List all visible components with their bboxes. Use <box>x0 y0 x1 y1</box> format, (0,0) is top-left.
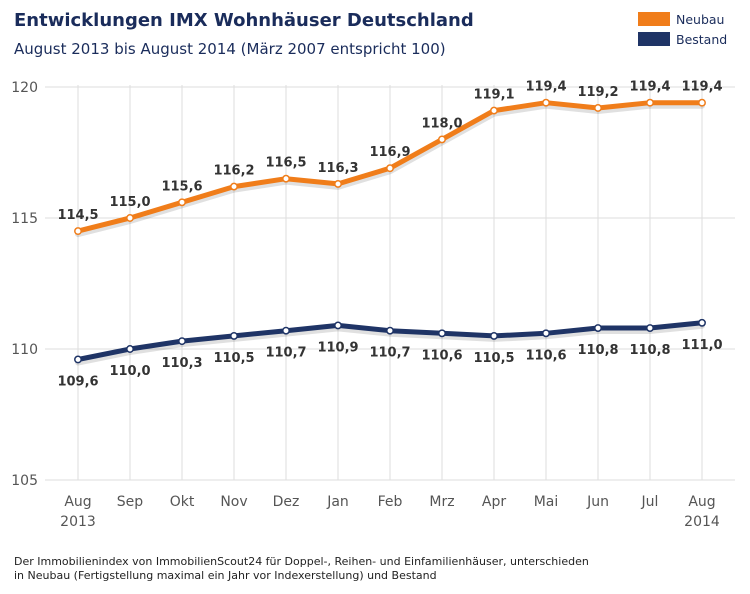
data-label-neubau: 116,3 <box>317 161 358 176</box>
data-label-bestand: 109,6 <box>57 374 98 389</box>
data-point-bestand <box>594 324 602 332</box>
x-year-label-last: 2014 <box>684 514 720 530</box>
x-tick-label: Aug <box>64 494 91 510</box>
legend-label-bestand: Bestand <box>676 31 728 47</box>
data-point-bestand <box>646 324 654 332</box>
data-point-neubau <box>490 106 498 115</box>
data-point-bestand <box>698 318 706 327</box>
data-label-neubau: 119,4 <box>629 80 670 95</box>
legend-swatch-bestand <box>638 32 670 46</box>
data-label-neubau: 116,5 <box>265 156 306 171</box>
data-label-neubau: 116,2 <box>213 164 254 179</box>
footnote-line-1: Der Immobilienindex von ImmobilienScout2… <box>14 555 589 568</box>
data-point-bestand <box>74 355 82 364</box>
x-tick-label: Mrz <box>429 494 454 510</box>
data-point-neubau <box>542 98 550 107</box>
data-point-neubau <box>594 104 602 112</box>
data-label-bestand: 110,9 <box>317 340 358 355</box>
y-tick-label: 120 <box>11 80 38 96</box>
data-point-neubau <box>178 198 186 207</box>
data-label-neubau: 116,9 <box>369 145 410 160</box>
footnote: Der Immobilienindex von ImmobilienScout2… <box>14 555 734 583</box>
chart-legend: Neubau Bestand <box>638 10 743 50</box>
data-point-neubau <box>698 98 706 107</box>
data-label-neubau: 114,5 <box>57 208 98 223</box>
legend-item-neubau: Neubau <box>638 10 743 28</box>
legend-item-bestand: Bestand <box>638 30 743 48</box>
data-label-bestand: 110,0 <box>109 364 150 379</box>
data-point-neubau <box>334 179 342 188</box>
data-label-neubau: 118,0 <box>421 116 462 131</box>
y-tick-label: 110 <box>11 342 38 358</box>
x-tick-label: Sep <box>117 494 144 510</box>
y-tick-label: 105 <box>11 473 38 489</box>
data-label-bestand: 110,5 <box>213 351 254 366</box>
chart-subtitle: August 2013 bis August 2014 (März 2007 e… <box>14 40 446 58</box>
data-label-neubau: 119,1 <box>473 88 514 103</box>
footnote-line-2: in Neubau (Fertigstellung maximal ein Ja… <box>14 569 437 582</box>
x-tick-label: Okt <box>170 494 195 510</box>
x-tick-label: Jul <box>641 494 659 510</box>
data-label-bestand: 110,5 <box>473 351 514 366</box>
data-point-bestand <box>438 329 446 338</box>
x-tick-label: Jun <box>586 494 609 510</box>
x-tick-label: Mai <box>534 494 559 510</box>
data-label-bestand: 110,6 <box>421 348 462 363</box>
data-point-neubau <box>386 164 394 173</box>
data-point-bestand <box>282 326 290 335</box>
data-label-neubau: 119,4 <box>525 80 566 95</box>
data-point-bestand <box>178 337 186 346</box>
data-point-neubau <box>74 227 82 236</box>
x-tick-label: Nov <box>220 494 247 510</box>
data-point-neubau <box>230 182 238 191</box>
y-tick-label: 115 <box>11 211 38 227</box>
x-tick-label: Jan <box>326 494 349 510</box>
data-label-neubau: 119,2 <box>577 85 618 100</box>
data-label-bestand: 110,7 <box>369 346 410 361</box>
data-point-bestand <box>542 329 550 338</box>
data-label-bestand: 110,8 <box>577 343 618 358</box>
data-label-bestand: 111,0 <box>681 338 722 353</box>
data-label-bestand: 110,6 <box>525 348 566 363</box>
data-point-bestand <box>334 321 342 330</box>
data-label-bestand: 110,7 <box>265 346 306 361</box>
data-label-neubau: 119,4 <box>681 80 722 95</box>
data-label-bestand: 110,3 <box>161 356 202 371</box>
legend-label-neubau: Neubau <box>676 11 725 27</box>
x-year-label-first: 2013 <box>60 514 96 530</box>
data-point-neubau <box>438 135 446 144</box>
x-tick-label: Feb <box>378 494 403 510</box>
data-label-neubau: 115,6 <box>161 179 202 194</box>
data-point-bestand <box>386 326 394 335</box>
x-tick-label: Dez <box>273 494 300 510</box>
data-point-bestand <box>126 345 134 353</box>
x-tick-label: Apr <box>482 494 506 510</box>
data-point-neubau <box>126 214 134 222</box>
data-label-neubau: 115,0 <box>109 195 150 210</box>
data-point-neubau <box>282 174 290 183</box>
legend-swatch-neubau <box>638 12 670 26</box>
data-point-bestand <box>490 331 498 340</box>
data-label-bestand: 110,8 <box>629 343 670 358</box>
data-point-neubau <box>646 98 654 107</box>
x-tick-label: Aug <box>688 494 715 510</box>
data-point-bestand <box>230 331 238 340</box>
chart-title: Entwicklungen IMX Wohnhäuser Deutschland <box>14 10 474 31</box>
